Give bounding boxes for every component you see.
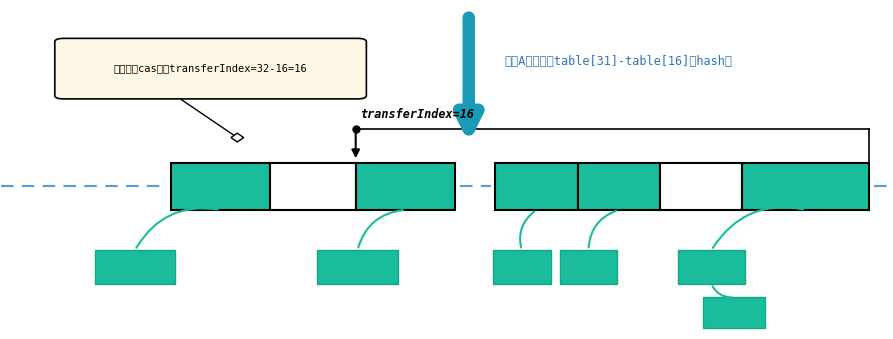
- FancyBboxPatch shape: [578, 163, 660, 210]
- FancyBboxPatch shape: [271, 163, 355, 210]
- FancyBboxPatch shape: [660, 163, 742, 210]
- FancyBboxPatch shape: [703, 297, 765, 327]
- FancyBboxPatch shape: [496, 163, 578, 210]
- Text: 线程A负责迁移table[31]-table[16]的hash桶: 线程A负责迁移table[31]-table[16]的hash桶: [505, 55, 732, 68]
- Polygon shape: [231, 133, 244, 142]
- FancyBboxPatch shape: [560, 250, 617, 284]
- FancyBboxPatch shape: [54, 38, 366, 99]
- FancyBboxPatch shape: [171, 163, 271, 210]
- FancyBboxPatch shape: [95, 250, 175, 284]
- FancyBboxPatch shape: [317, 250, 397, 284]
- FancyBboxPatch shape: [493, 250, 551, 284]
- FancyBboxPatch shape: [742, 163, 870, 210]
- FancyBboxPatch shape: [355, 163, 455, 210]
- Text: 扩容线程cas设置transferIndex=32-16=16: 扩容线程cas设置transferIndex=32-16=16: [113, 64, 307, 74]
- Text: transferIndex=16: transferIndex=16: [360, 108, 474, 121]
- FancyBboxPatch shape: [678, 250, 745, 284]
